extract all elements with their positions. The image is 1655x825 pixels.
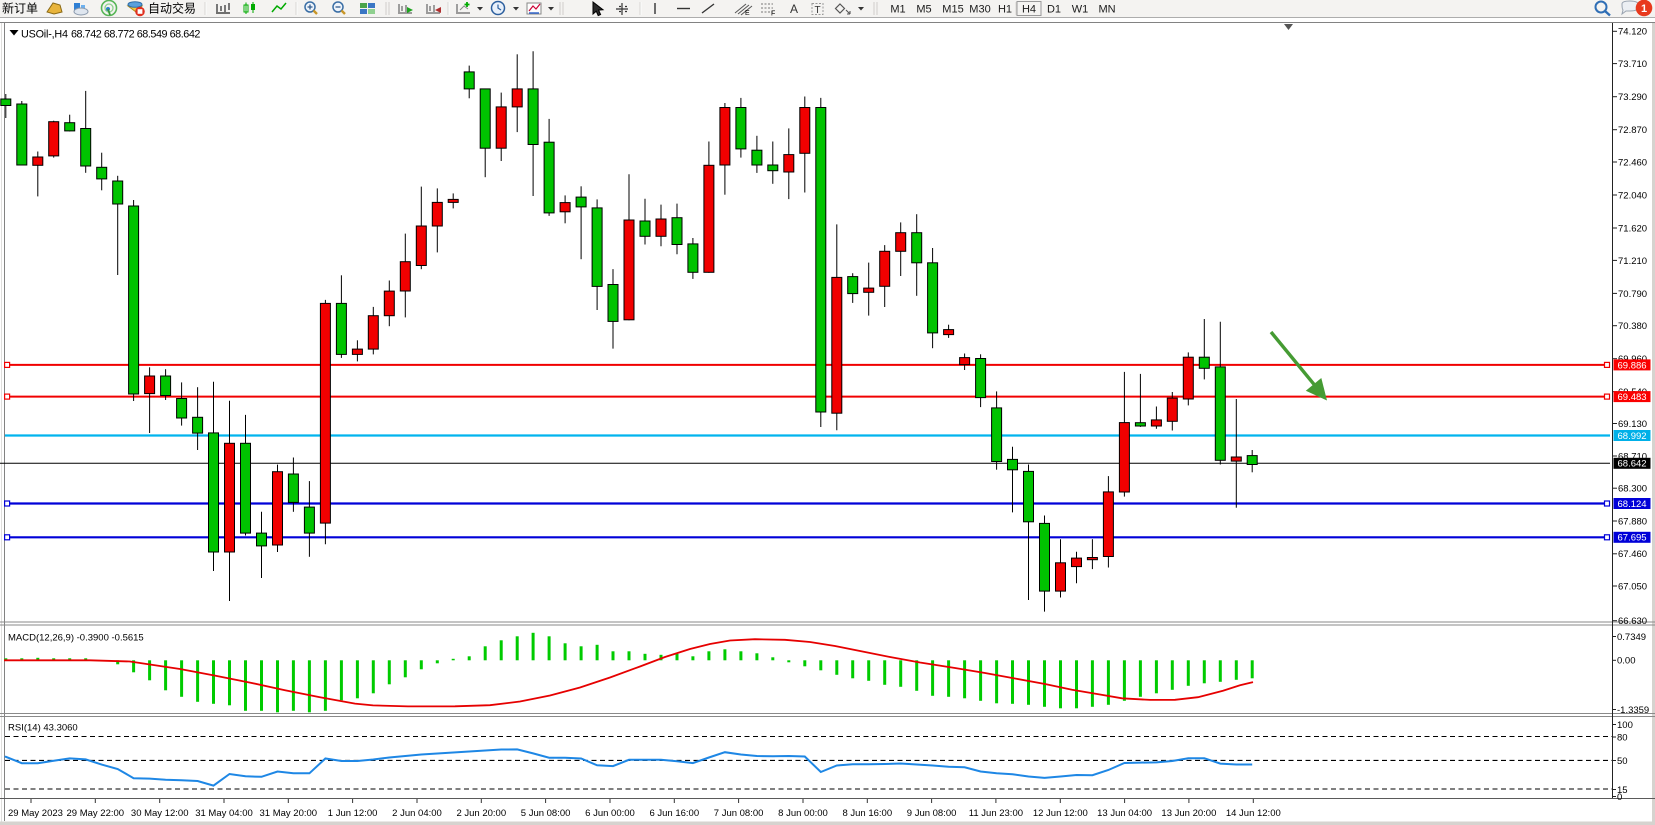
svg-text:W1: W1	[1072, 4, 1089, 16]
svg-text:M1: M1	[890, 4, 905, 16]
svg-text:5 Jun 08:00: 5 Jun 08:00	[521, 808, 571, 819]
svg-text:14 Jun 12:00: 14 Jun 12:00	[1226, 808, 1281, 819]
svg-text:74.120: 74.120	[1618, 27, 1647, 38]
svg-text:E: E	[745, 10, 750, 17]
svg-text:67.460: 67.460	[1618, 549, 1647, 560]
svg-text:D1: D1	[1047, 4, 1061, 16]
svg-text:68.124: 68.124	[1618, 499, 1647, 510]
svg-text:1 Jun 12:00: 1 Jun 12:00	[328, 808, 378, 819]
svg-text:13 Jun 20:00: 13 Jun 20:00	[1161, 808, 1216, 819]
svg-text:80: 80	[1617, 732, 1628, 743]
svg-text:RSI(14) 43.3060: RSI(14) 43.3060	[8, 723, 78, 734]
svg-text:69.130: 69.130	[1618, 419, 1647, 430]
svg-text:31 May 20:00: 31 May 20:00	[260, 808, 318, 819]
svg-text:67.695: 67.695	[1618, 533, 1647, 544]
svg-text:72.870: 72.870	[1618, 125, 1647, 136]
svg-text:13 Jun 04:00: 13 Jun 04:00	[1097, 808, 1152, 819]
svg-text:6 Jun 00:00: 6 Jun 00:00	[585, 808, 635, 819]
svg-text:66.630: 66.630	[1618, 616, 1647, 627]
svg-text:H4: H4	[1022, 4, 1036, 16]
svg-text:自动交易: 自动交易	[148, 1, 196, 16]
svg-text:0: 0	[1617, 792, 1622, 803]
svg-text:73.290: 73.290	[1618, 92, 1647, 103]
svg-text:8 Jun 16:00: 8 Jun 16:00	[842, 808, 892, 819]
svg-text:71.210: 71.210	[1618, 256, 1647, 267]
svg-text:MACD(12,26,9) -0.3900 -0.5615: MACD(12,26,9) -0.3900 -0.5615	[8, 633, 144, 644]
svg-text:F: F	[771, 11, 775, 18]
svg-text:29 May 22:00: 29 May 22:00	[67, 808, 125, 819]
svg-text:2 Jun 20:00: 2 Jun 20:00	[456, 808, 506, 819]
svg-text:-1.3359: -1.3359	[1617, 705, 1649, 716]
svg-text:68.300: 68.300	[1618, 484, 1647, 495]
svg-text:USOil-,H4: USOil-,H4	[21, 29, 68, 41]
svg-text:69.483: 69.483	[1618, 392, 1647, 403]
svg-text:73.710: 73.710	[1618, 59, 1647, 70]
svg-text:68.710: 68.710	[1618, 451, 1647, 462]
svg-text:71.620: 71.620	[1618, 223, 1647, 234]
svg-text:68.742 68.772 68.549 68.642: 68.742 68.772 68.549 68.642	[71, 29, 200, 41]
svg-text:11 Jun 23:00: 11 Jun 23:00	[969, 808, 1023, 819]
svg-text:M15: M15	[942, 4, 963, 16]
svg-text:MN: MN	[1098, 4, 1115, 16]
svg-text:9 Jun 08:00: 9 Jun 08:00	[907, 808, 957, 819]
svg-text:100: 100	[1617, 720, 1633, 731]
svg-text:69.886: 69.886	[1618, 360, 1647, 371]
svg-text:新订单: 新订单	[2, 1, 38, 16]
svg-text:68.992: 68.992	[1618, 431, 1647, 442]
svg-text:12 Jun 12:00: 12 Jun 12:00	[1033, 808, 1088, 819]
svg-text:29 May 2023: 29 May 2023	[8, 808, 63, 819]
svg-text:1: 1	[1641, 3, 1647, 15]
svg-text:2 Jun 04:00: 2 Jun 04:00	[392, 808, 442, 819]
svg-text:67.880: 67.880	[1618, 516, 1647, 527]
svg-text:M5: M5	[916, 4, 931, 16]
svg-text:72.040: 72.040	[1618, 190, 1647, 201]
svg-text:31 May 04:00: 31 May 04:00	[195, 808, 253, 819]
svg-text:A: A	[790, 2, 798, 16]
svg-text:30 May 12:00: 30 May 12:00	[131, 808, 189, 819]
svg-text:0.00: 0.00	[1617, 656, 1636, 667]
svg-text:70.790: 70.790	[1618, 289, 1647, 300]
svg-text:72.460: 72.460	[1618, 157, 1647, 168]
svg-text:15: 15	[1617, 785, 1628, 796]
svg-text:70.380: 70.380	[1618, 321, 1647, 332]
svg-text:T: T	[815, 5, 821, 16]
svg-text:M30: M30	[969, 4, 990, 16]
svg-text:67.050: 67.050	[1618, 581, 1647, 592]
svg-text:6 Jun 16:00: 6 Jun 16:00	[649, 808, 699, 819]
svg-text:50: 50	[1617, 756, 1628, 767]
svg-text:8 Jun 00:00: 8 Jun 00:00	[778, 808, 828, 819]
svg-text:H1: H1	[998, 4, 1012, 16]
svg-text:68.642: 68.642	[1618, 459, 1647, 470]
svg-text:7 Jun 08:00: 7 Jun 08:00	[714, 808, 764, 819]
svg-text:0.7349: 0.7349	[1617, 632, 1646, 643]
